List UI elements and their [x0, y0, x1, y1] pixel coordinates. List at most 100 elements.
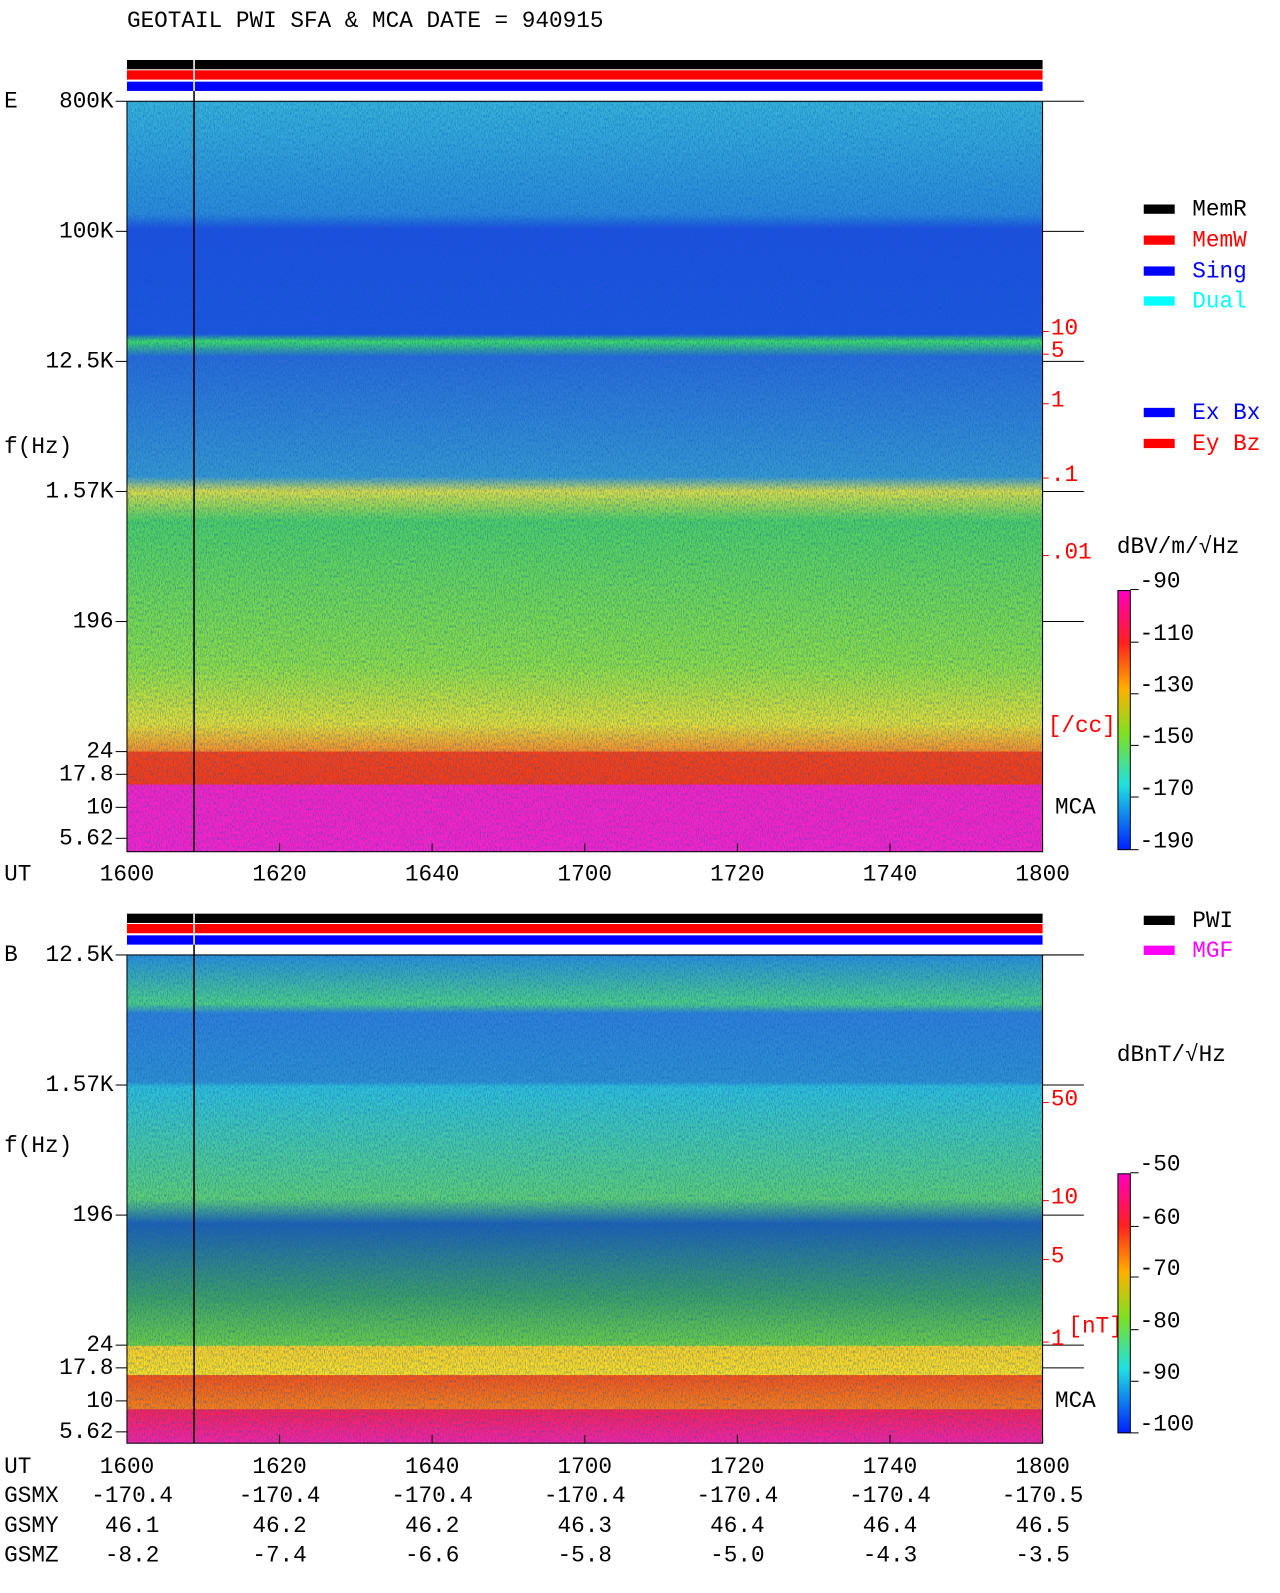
orbit-value: 46.2	[252, 1513, 306, 1539]
x-tick-label: 1700	[558, 1454, 612, 1480]
legend-swatch	[1143, 296, 1175, 306]
x-tick-label: 1620	[252, 861, 306, 887]
colorbar-title: dBV/m/√Hz	[1117, 534, 1240, 560]
orbit-value: -170.4	[239, 1483, 321, 1509]
status-bar	[126, 81, 1043, 91]
orbit-value: -8.2	[105, 1543, 159, 1569]
density-tick-label: 10	[1051, 1185, 1078, 1211]
colorbar	[1117, 1173, 1131, 1434]
legend-label: MGF	[1192, 938, 1233, 964]
y-tick-label: 17.8	[59, 761, 113, 787]
x-tick-label: 1800	[1015, 1454, 1069, 1480]
orbit-value: -170.4	[544, 1483, 626, 1509]
status-bar	[126, 923, 1043, 934]
orbit-value: 46.5	[1015, 1513, 1069, 1539]
status-bar	[126, 70, 1043, 80]
colorbar-tick-label: -70	[1140, 1256, 1181, 1282]
colorbar-tick-label: -130	[1140, 673, 1194, 699]
orbit-value: -170.4	[391, 1483, 473, 1509]
colorbar	[1117, 590, 1131, 851]
y-tick-label: 12.5K	[45, 942, 113, 968]
y-axis-label: f(Hz)	[4, 1133, 72, 1159]
density-tick-label: 50	[1051, 1086, 1078, 1112]
legend-label: Ex Bx	[1192, 400, 1260, 426]
x-tick-label: 1640	[405, 1454, 459, 1480]
x-tick-label: 1700	[558, 861, 612, 887]
legend-label: Ey Bz	[1192, 431, 1260, 457]
orbit-value: -170.4	[849, 1483, 931, 1509]
x-tick-label: 1800	[1015, 861, 1069, 887]
orbit-row-name: GSMZ	[4, 1543, 58, 1569]
x-tick-label: 1740	[863, 861, 917, 887]
y-tick-label: 800K	[59, 88, 114, 114]
y-tick-label: 1.57K	[45, 1072, 113, 1098]
orbit-value: -170.4	[697, 1483, 779, 1509]
spectrogram-noise	[126, 954, 1043, 1444]
legend-label: Dual	[1192, 289, 1246, 315]
colorbar-title: dBnT/√Hz	[1117, 1042, 1226, 1068]
y-tick-label: 24	[86, 739, 113, 765]
density-tick-label: 1	[1051, 1326, 1065, 1352]
density-tick-label: .1	[1051, 462, 1078, 488]
legend-label: Sing	[1192, 259, 1246, 285]
colorbar-tick-label: -100	[1140, 1412, 1194, 1438]
y-tick-label: 24	[86, 1332, 113, 1358]
y-tick-label: 10	[86, 1388, 113, 1414]
colorbar-tick-label: -80	[1140, 1308, 1181, 1334]
density-unit: [/cc]	[1048, 713, 1116, 739]
legend-swatch	[1143, 915, 1175, 926]
y-tick-label: 100K	[59, 218, 114, 244]
legend-label: PWI	[1192, 908, 1233, 934]
legend-swatch	[1143, 407, 1175, 418]
orbit-value: 46.4	[710, 1513, 764, 1539]
colorbar-tick-label: -170	[1140, 776, 1194, 802]
panel-label: B	[4, 942, 18, 968]
density-unit: [nT]	[1068, 1314, 1122, 1340]
y-tick-label: 12.5K	[45, 348, 113, 374]
x-tick-label: 1740	[863, 1454, 917, 1480]
orbit-value: -170.5	[1002, 1483, 1084, 1509]
orbit-row-name: GSMY	[4, 1513, 59, 1539]
density-tick-label: 5	[1051, 338, 1065, 364]
spectrogram-noise	[126, 101, 1043, 852]
orbit-value: 46.2	[405, 1513, 459, 1539]
y-tick-label: 1.57K	[45, 478, 113, 504]
y-axis-label: f(Hz)	[4, 434, 72, 460]
orbit-value: 46.4	[863, 1513, 917, 1539]
x-tick-label: 1720	[710, 861, 764, 887]
x-axis-label: UT	[4, 1454, 31, 1480]
x-tick-label: 1600	[100, 861, 154, 887]
colorbar-tick-label: -190	[1140, 828, 1194, 854]
x-tick-label: 1620	[252, 1454, 306, 1480]
y-tick-label: 196	[73, 1202, 114, 1228]
legend-label: MemW	[1192, 228, 1247, 254]
legend-swatch	[1143, 438, 1175, 449]
y-tick-label: 5.62	[59, 825, 113, 851]
orbit-value: -3.5	[1015, 1543, 1069, 1569]
legend-swatch	[1143, 235, 1175, 245]
x-tick-label: 1720	[710, 1454, 764, 1480]
colorbar-tick-label: -90	[1140, 1360, 1181, 1386]
legend-swatch	[1143, 204, 1175, 214]
orbit-value: 46.1	[105, 1513, 159, 1539]
colorbar-tick-label: -150	[1140, 724, 1194, 750]
orbit-value: -170.4	[91, 1483, 173, 1509]
y-tick-label: 10	[86, 794, 113, 820]
x-axis-label: UT	[4, 861, 31, 887]
orbit-value: -5.8	[558, 1543, 612, 1569]
x-tick-label: 1600	[100, 1454, 154, 1480]
legend-swatch	[1143, 945, 1175, 955]
density-tick-label: 10	[1051, 315, 1078, 341]
colorbar-tick-label: -60	[1140, 1205, 1181, 1231]
legend-label: MemR	[1192, 197, 1247, 223]
status-bar	[126, 913, 1043, 923]
y-tick-label: 5.62	[59, 1419, 113, 1445]
orbit-value: 46.3	[558, 1513, 612, 1539]
colorbar-tick-label: -50	[1140, 1152, 1181, 1178]
title: GEOTAIL PWI SFA & MCA DATE = 940915	[127, 8, 604, 34]
y-tick-label: 17.8	[59, 1355, 113, 1381]
orbit-row-name: GSMX	[4, 1483, 59, 1509]
density-tick-label: 5	[1051, 1243, 1065, 1269]
y-tick-label: 196	[73, 609, 114, 635]
